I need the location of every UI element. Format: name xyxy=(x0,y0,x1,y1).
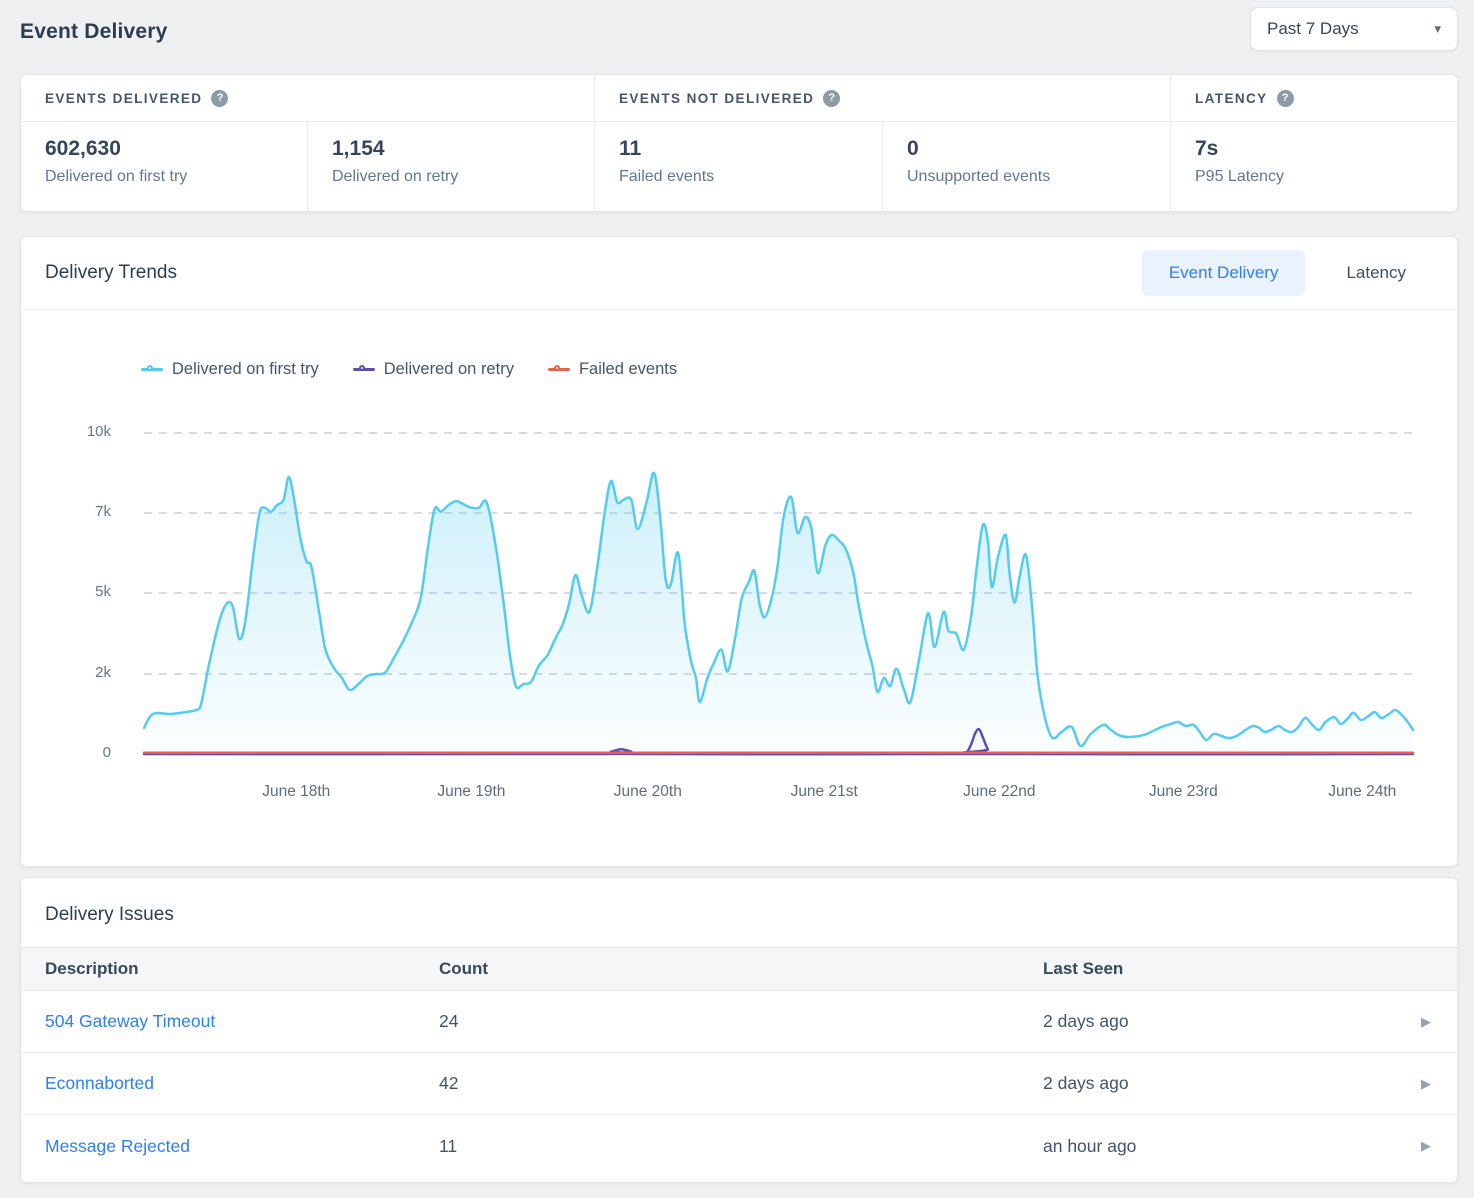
metric-value: 1,154 xyxy=(332,137,594,161)
chart-area: Delivered on first try Delivered on retr… xyxy=(21,310,1457,867)
issue-last-seen: an hour ago xyxy=(1043,1136,1393,1157)
chevron-right-icon[interactable]: ▶ xyxy=(1393,1014,1457,1030)
stat-group-title: LATENCY xyxy=(1195,91,1268,106)
y-axis-tick-label: 7k xyxy=(29,503,111,520)
chevron-right-icon[interactable]: ▶ xyxy=(1393,1138,1457,1154)
page-title: Event Delivery xyxy=(20,20,168,44)
issues-table-header: Description Count Last Seen xyxy=(21,947,1457,991)
y-axis-tick-label: 0 xyxy=(29,744,111,761)
column-header-description: Description xyxy=(21,959,439,979)
issue-count: 24 xyxy=(439,1011,1043,1032)
metric-failed: 11 Failed events xyxy=(595,122,883,211)
x-axis-tick-label: June 19th xyxy=(437,783,505,801)
legend-item[interactable]: Failed events xyxy=(548,360,677,379)
issue-count: 42 xyxy=(439,1073,1043,1094)
x-axis-tick-label: June 23rd xyxy=(1149,783,1218,801)
stat-group-title: EVENTS NOT DELIVERED xyxy=(619,91,814,106)
legend-label: Delivered on first try xyxy=(172,360,319,379)
y-axis-tick-label: 10k xyxy=(29,423,111,440)
column-header-count: Count xyxy=(439,959,1043,979)
x-axis-tick-label: June 24th xyxy=(1328,783,1396,801)
delivery-trends-panel: Delivery Trends Event Delivery Latency D… xyxy=(20,236,1458,867)
stat-group-events-delivered: EVENTS DELIVERED ? 602,630 Delivered on … xyxy=(21,75,595,211)
issue-link[interactable]: Econnaborted xyxy=(21,1073,439,1094)
metric-value: 7s xyxy=(1195,137,1457,161)
topbar: Event Delivery Past 7 Days ▾ xyxy=(20,0,1458,62)
issue-link[interactable]: Message Rejected xyxy=(21,1136,439,1157)
x-axis-tick-label: June 21st xyxy=(791,783,858,801)
stat-group-events-not-delivered: EVENTS NOT DELIVERED ? 11 Failed events … xyxy=(595,75,1171,211)
metric-unsupported: 0 Unsupported events xyxy=(883,122,1170,211)
legend-item[interactable]: Delivered on retry xyxy=(353,360,514,379)
stats-card: EVENTS DELIVERED ? 602,630 Delivered on … xyxy=(20,74,1458,212)
help-icon[interactable]: ? xyxy=(211,90,228,107)
table-row[interactable]: Econnaborted 42 2 days ago ▶ xyxy=(21,1053,1457,1115)
legend-marker-icon xyxy=(141,365,163,375)
x-axis-tick-label: June 20th xyxy=(614,783,682,801)
legend-item[interactable]: Delivered on first try xyxy=(141,360,319,379)
legend-marker-icon xyxy=(353,365,375,375)
table-row[interactable]: Message Rejected 11 an hour ago ▶ xyxy=(21,1115,1457,1177)
metric-p95-latency: 7s P95 Latency xyxy=(1171,122,1457,211)
metric-label: Unsupported events xyxy=(907,168,1170,186)
metric-label: P95 Latency xyxy=(1195,168,1457,186)
trends-tabs: Event Delivery Latency xyxy=(1142,250,1433,296)
delivery-issues-panel: Delivery Issues Description Count Last S… xyxy=(20,877,1458,1183)
metric-label: Failed events xyxy=(619,168,882,186)
metric-value: 602,630 xyxy=(45,137,307,161)
tab-event-delivery[interactable]: Event Delivery xyxy=(1142,250,1306,296)
legend-label: Failed events xyxy=(579,360,677,379)
y-axis-tick-label: 2k xyxy=(29,664,111,681)
stat-group-title: EVENTS DELIVERED xyxy=(45,91,202,106)
chevron-right-icon[interactable]: ▶ xyxy=(1393,1076,1457,1092)
metric-value: 0 xyxy=(907,137,1170,161)
help-icon[interactable]: ? xyxy=(823,90,840,107)
event-delivery-page: Event Delivery Past 7 Days ▾ EVENTS DELI… xyxy=(0,0,1474,1183)
metric-first-try: 602,630 Delivered on first try xyxy=(21,122,308,211)
column-header-last-seen: Last Seen xyxy=(1043,959,1393,979)
legend-label: Delivered on retry xyxy=(384,360,514,379)
trends-title: Delivery Trends xyxy=(45,262,177,284)
date-range-value: Past 7 Days xyxy=(1267,19,1359,39)
metric-value: 11 xyxy=(619,137,882,161)
tab-latency[interactable]: Latency xyxy=(1319,250,1433,296)
chevron-down-icon: ▾ xyxy=(1434,21,1441,37)
y-axis-tick-label: 5k xyxy=(29,583,111,600)
stat-group-latency: LATENCY ? 7s P95 Latency xyxy=(1171,75,1457,211)
chart-legend: Delivered on first try Delivered on retr… xyxy=(141,360,677,379)
date-range-select[interactable]: Past 7 Days ▾ xyxy=(1250,7,1458,51)
help-icon[interactable]: ? xyxy=(1277,90,1294,107)
issues-title: Delivery Issues xyxy=(21,878,1457,947)
legend-marker-icon xyxy=(548,365,570,375)
metric-label: Delivered on retry xyxy=(332,168,594,186)
chart-canvas xyxy=(21,310,1459,867)
issue-link[interactable]: 504 Gateway Timeout xyxy=(21,1011,439,1032)
x-axis-tick-label: June 18th xyxy=(262,783,330,801)
metric-retry: 1,154 Delivered on retry xyxy=(308,122,594,211)
issue-last-seen: 2 days ago xyxy=(1043,1011,1393,1032)
issue-count: 11 xyxy=(439,1136,1043,1157)
metric-label: Delivered on first try xyxy=(45,168,307,186)
table-row[interactable]: 504 Gateway Timeout 24 2 days ago ▶ xyxy=(21,991,1457,1053)
x-axis-tick-label: June 22nd xyxy=(963,783,1035,801)
issue-last-seen: 2 days ago xyxy=(1043,1073,1393,1094)
